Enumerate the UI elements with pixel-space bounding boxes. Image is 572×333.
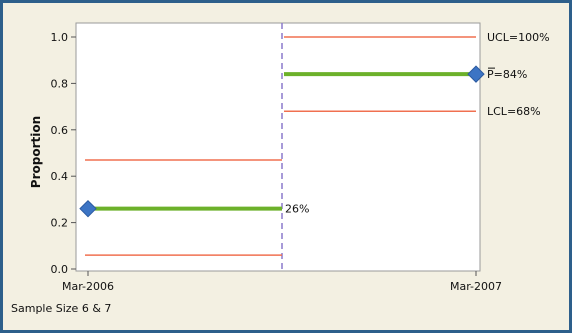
x-axis: Mar-2006 Mar-2007	[62, 271, 502, 293]
x-tick-label: Mar-2007	[450, 280, 502, 293]
plot-area	[75, 22, 481, 272]
center-label: P=84%	[487, 68, 527, 81]
data-points	[79, 65, 485, 218]
y-tick-label: 0.4	[51, 170, 69, 183]
y-tick-label: 0.2	[51, 217, 69, 230]
lcl-label: LCL=68%	[487, 105, 541, 118]
y-axis-title: Proportion	[29, 116, 43, 188]
y-axis: 0.0 0.2 0.4 0.6 0.8 1.0	[51, 31, 76, 276]
data-point-marker	[79, 199, 97, 218]
sample-size-note: Sample Size 6 & 7	[11, 302, 112, 315]
y-tick-label: 0.6	[51, 124, 69, 137]
control-limit-lines	[85, 36, 476, 256]
center-label: 26%	[285, 203, 309, 216]
x-tick-label: Mar-2006	[62, 280, 114, 293]
limit-labels: 26% UCL=100% P=84% LCL=68%	[285, 31, 550, 216]
y-tick-label: 1.0	[51, 31, 69, 44]
center-lines	[85, 72, 476, 211]
y-tick-label: 0.8	[51, 77, 69, 90]
y-tick-label: 0.0	[51, 263, 69, 276]
ucl-label: UCL=100%	[487, 31, 550, 44]
data-point-marker	[467, 65, 485, 83]
